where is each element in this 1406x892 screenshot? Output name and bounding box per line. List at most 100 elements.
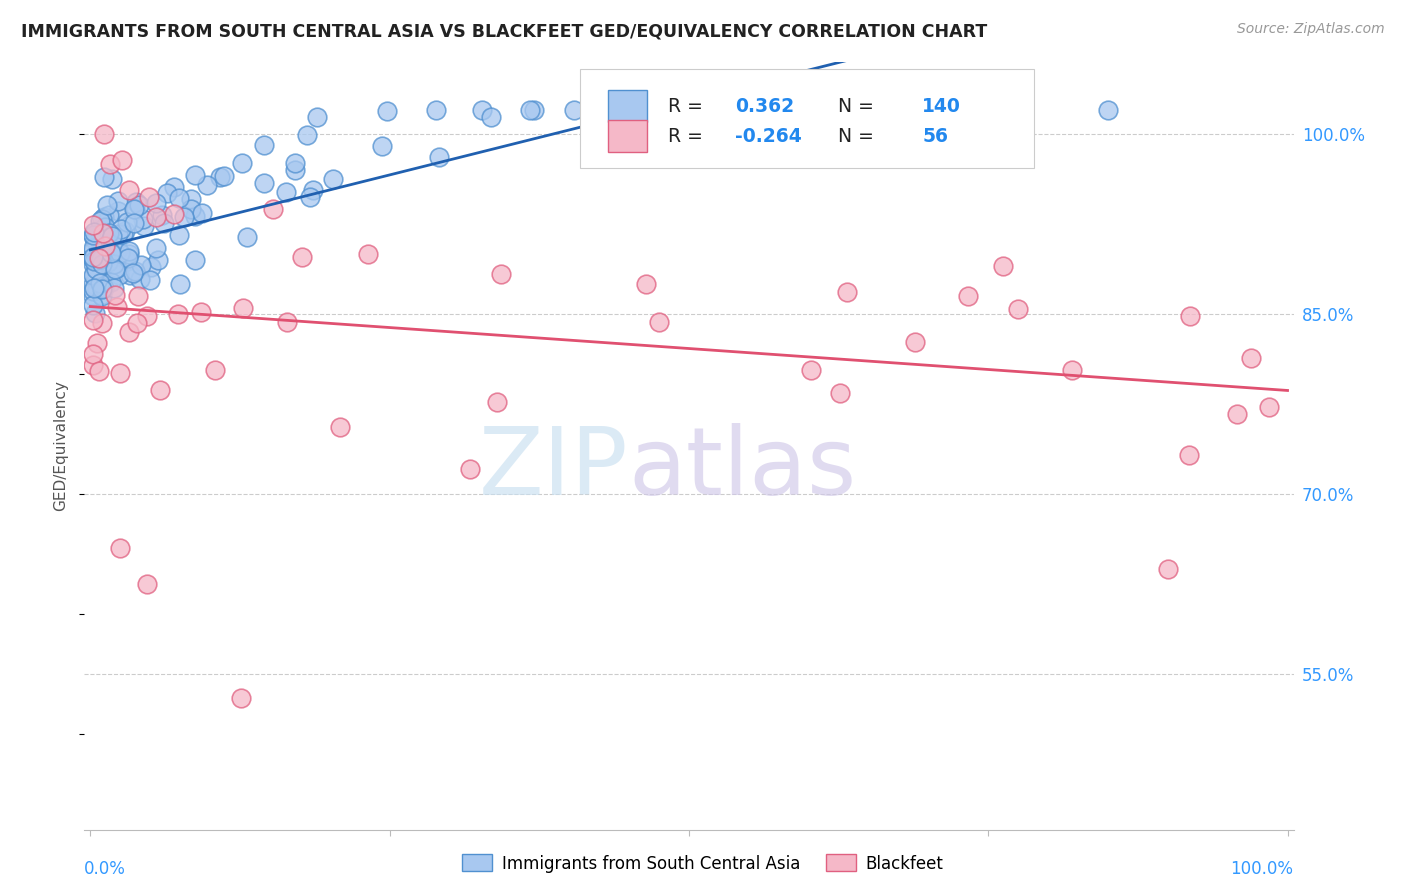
Point: [97, 208, 120, 222]
Legend: Immigrants from South Central Asia, Blackfeet: Immigrants from South Central Asia, Blac…: [456, 847, 950, 880]
Point: [93, 245, 115, 260]
Point: [82, 347, 104, 361]
Point: [427, 150, 450, 164]
FancyBboxPatch shape: [607, 90, 647, 122]
Point: [108, 245, 131, 260]
Point: [132, 211, 155, 226]
Point: [523, 103, 546, 118]
Point: [115, 215, 138, 229]
Point: [90, 277, 112, 292]
Point: [284, 162, 307, 177]
Point: [83, 253, 105, 268]
Point: [91, 316, 114, 330]
Point: [262, 202, 284, 216]
Point: [145, 211, 167, 225]
Point: [835, 285, 858, 300]
Point: [124, 202, 146, 216]
Y-axis label: GED/Equivalency: GED/Equivalency: [53, 381, 69, 511]
Point: [1062, 363, 1084, 377]
Text: 140: 140: [922, 96, 962, 116]
Point: [145, 196, 167, 211]
Point: [82, 313, 104, 327]
Point: [89, 276, 111, 290]
Text: R =: R =: [668, 96, 709, 116]
Point: [91, 289, 114, 303]
Point: [101, 172, 124, 186]
Point: [93, 170, 115, 185]
Point: [86, 251, 108, 265]
Point: [111, 153, 134, 168]
Point: [118, 183, 141, 197]
Point: [128, 272, 150, 286]
Point: [173, 210, 195, 224]
Point: [84, 306, 107, 320]
Point: [710, 103, 733, 118]
Point: [89, 364, 111, 378]
Point: [105, 300, 128, 314]
Point: [107, 194, 129, 208]
Point: [302, 183, 325, 197]
Point: [94, 219, 117, 234]
Point: [107, 203, 129, 218]
Point: [283, 156, 305, 170]
Point: [124, 263, 146, 277]
Point: [636, 277, 658, 291]
Point: [991, 259, 1014, 273]
Point: [156, 186, 179, 201]
Point: [471, 103, 494, 118]
Point: [149, 384, 172, 398]
Point: [101, 246, 124, 260]
Point: [1097, 103, 1119, 118]
Point: [481, 110, 503, 124]
Point: [253, 137, 276, 152]
Point: [110, 541, 132, 555]
Point: [295, 128, 318, 142]
Point: [96, 197, 118, 211]
Point: [322, 172, 344, 186]
Point: [195, 178, 218, 192]
Point: [1177, 448, 1199, 462]
Point: [82, 229, 104, 244]
Point: [139, 273, 162, 287]
Point: [184, 252, 207, 267]
Point: [93, 281, 115, 295]
Point: [100, 246, 122, 260]
Point: [138, 190, 160, 204]
Point: [145, 242, 167, 256]
Point: [169, 277, 191, 291]
Text: IMMIGRANTS FROM SOUTH CENTRAL ASIA VS BLACKFEET GED/EQUIVALENCY CORRELATION CHAR: IMMIGRANTS FROM SOUTH CENTRAL ASIA VS BL…: [21, 22, 987, 40]
Text: N =: N =: [825, 127, 879, 145]
Point: [83, 281, 105, 295]
Point: [101, 229, 124, 244]
Point: [86, 282, 108, 296]
Point: [191, 205, 214, 219]
Point: [519, 103, 541, 118]
FancyBboxPatch shape: [581, 70, 1033, 168]
Point: [706, 103, 728, 118]
Point: [82, 252, 104, 266]
Point: [136, 310, 159, 324]
Point: [564, 103, 586, 118]
Text: ZIP: ZIP: [479, 423, 628, 515]
Point: [800, 363, 823, 377]
Point: [82, 298, 104, 312]
Point: [184, 210, 207, 224]
Point: [82, 268, 104, 282]
Point: [127, 289, 149, 303]
Point: [82, 285, 104, 299]
Text: 100.0%: 100.0%: [1230, 860, 1294, 878]
Point: [82, 219, 104, 233]
Point: [86, 273, 108, 287]
Point: [86, 268, 108, 282]
Point: [86, 336, 108, 351]
Point: [371, 138, 394, 153]
Point: [105, 260, 128, 275]
Point: [1157, 562, 1180, 576]
Point: [299, 190, 322, 204]
Point: [731, 103, 754, 118]
Point: [190, 305, 212, 319]
Point: [104, 262, 127, 277]
Point: [82, 244, 104, 259]
Point: [91, 281, 114, 295]
Point: [904, 334, 927, 349]
